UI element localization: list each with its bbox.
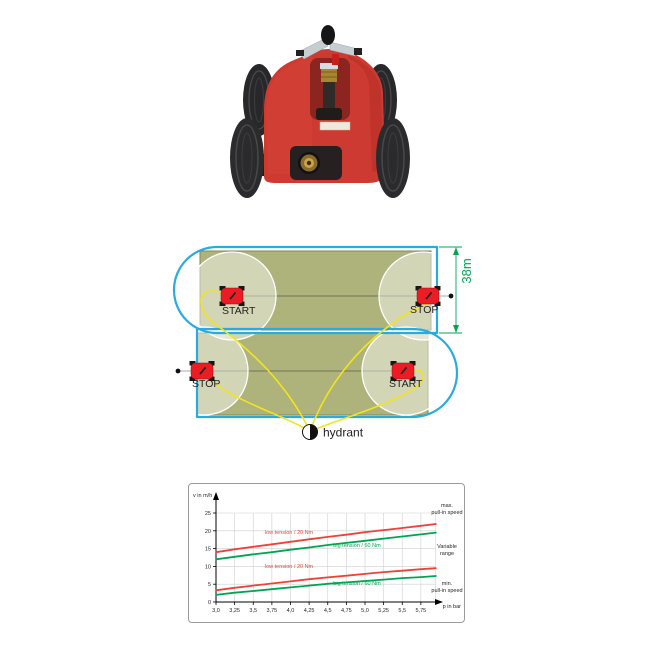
irrigation-field-diagram: 38m xyxy=(160,245,474,440)
y-tick-label: 0 xyxy=(208,600,211,606)
irrigated-boundary-bottom xyxy=(195,327,459,419)
x-axis-title: p in bar xyxy=(443,604,462,610)
chart-canvas: 0 5 10 15 20 25 3,0 3,25 3,5 3,75 4,0 4,25 4,5 4,75 5,… xyxy=(193,492,463,614)
y-tick-label: 10 xyxy=(205,564,211,570)
front-wheels xyxy=(230,118,410,198)
hose-coupling xyxy=(298,152,320,174)
product-label xyxy=(319,121,351,131)
label-bottom-stop: STOP xyxy=(192,378,220,390)
label-top-stop: STOP xyxy=(410,304,438,316)
hydrant-label: hydrant xyxy=(323,426,364,440)
hose-top-stop xyxy=(309,299,431,432)
machine-icon-bottom-stop xyxy=(189,361,215,381)
x-axis-arrow-icon xyxy=(435,599,443,605)
annotation-line: max. xyxy=(441,503,453,509)
irrigated-boundary-top xyxy=(172,245,439,335)
y-tick-label: 20 xyxy=(205,529,211,535)
product-photo xyxy=(230,25,410,198)
x-tick-label: 5,0 xyxy=(361,608,369,614)
annotation-line: pull-in speed xyxy=(431,588,462,594)
x-tick-label: 5,5 xyxy=(398,608,406,614)
annotation-line: pull-in speed xyxy=(431,510,462,516)
series-line-max-big-tension xyxy=(215,531,437,561)
series-label-min-big-tension: big tension / 60 Nm xyxy=(333,581,381,587)
x-tick-label: 3,75 xyxy=(267,608,278,614)
x-tick-label: 4,25 xyxy=(304,608,315,614)
body-shadow xyxy=(348,55,383,172)
label-bottom-start: START xyxy=(389,378,423,390)
impact-sprinkler xyxy=(296,25,362,120)
anchor-dot-top xyxy=(448,293,454,299)
y-axis-title: v in m/h xyxy=(193,493,212,499)
x-tick-label: 3,5 xyxy=(249,608,257,614)
series-label-max-big-tension: big tension / 60 Nm xyxy=(333,543,381,549)
machine-icon-top-start xyxy=(219,286,245,306)
dimension-label: 38m xyxy=(459,258,474,283)
series-line-min-low-tension xyxy=(215,567,437,592)
dimension-38m: 38m xyxy=(439,246,474,334)
body-highlight xyxy=(266,56,312,174)
series-label-max-low-tension: low tension / 20 Nm xyxy=(265,530,314,536)
series-label-min-low-tension: low tension / 20 Nm xyxy=(265,564,314,570)
label-top-start: START xyxy=(222,305,256,317)
x-tick-label: 5,75 xyxy=(416,608,427,614)
y-tick-label: 15 xyxy=(205,547,211,553)
x-tick-label: 3,0 xyxy=(212,608,220,614)
series-line-max-low-tension xyxy=(215,523,437,554)
y-tick-label: 5 xyxy=(208,582,211,588)
x-tick-label: 4,5 xyxy=(324,608,332,614)
series-line-min-big-tension xyxy=(215,575,437,596)
machine-icon-top-stop xyxy=(415,286,441,306)
y-tick-label: 25 xyxy=(205,511,211,517)
anchor-dot-bottom xyxy=(175,368,181,374)
machine-icon-bottom-start xyxy=(390,361,416,381)
annotation-line: min. xyxy=(442,581,453,587)
hydrant-symbol xyxy=(302,424,318,440)
x-tick-label: 4,75 xyxy=(341,608,352,614)
annotation-line: range xyxy=(440,551,454,557)
x-tick-label: 4,0 xyxy=(287,608,295,614)
annotation-line: Variable xyxy=(437,544,457,550)
x-tick-label: 5,25 xyxy=(378,608,389,614)
y-axis-arrow-icon xyxy=(213,492,219,500)
pull-in-speed-chart: 0 5 10 15 20 25 3,0 3,25 3,5 3,75 4,0 4,25 4,5 4,75 5,… xyxy=(188,483,465,623)
x-tick-label: 3,25 xyxy=(229,608,240,614)
